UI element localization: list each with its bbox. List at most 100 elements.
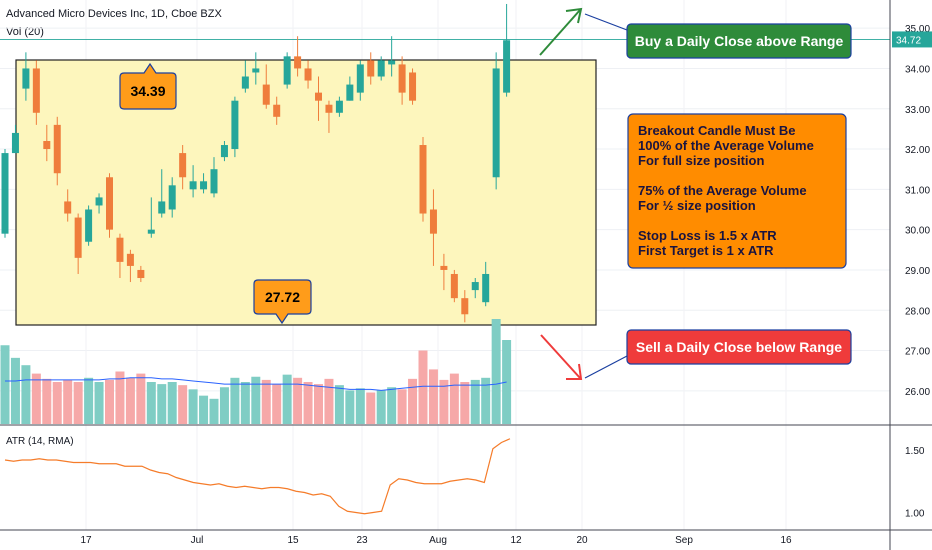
candle-body <box>262 84 270 105</box>
candle-body <box>147 229 155 234</box>
sell-signal-label: Sell a Daily Close below Range <box>636 339 842 355</box>
volume-bar <box>188 389 198 424</box>
price-tick-label: 27.00 <box>905 347 930 358</box>
volume-bar <box>42 378 52 424</box>
range-top-callout <box>119 62 177 110</box>
volume-bar <box>230 377 240 424</box>
price-tick-label: 30.00 <box>905 226 930 237</box>
candle-body <box>283 56 291 85</box>
volume-bar <box>303 382 313 424</box>
time-tick-label: 23 <box>356 535 368 546</box>
rules-line: 100% of the Average Volume <box>638 138 814 153</box>
buy-arrow-shaft <box>539 9 581 56</box>
volume-bar <box>63 379 73 424</box>
candle-body <box>168 185 176 210</box>
candle-body <box>356 64 364 93</box>
candle-body <box>22 68 30 89</box>
volume-bar <box>21 365 31 424</box>
candle-body <box>388 60 396 65</box>
sell-arrow-head <box>566 363 583 380</box>
candle-body <box>231 100 239 150</box>
volume-bar <box>387 387 397 424</box>
price-tick-label: 32.00 <box>905 145 930 156</box>
candle-body <box>116 237 124 262</box>
candle-body <box>471 282 479 291</box>
volume-bar <box>272 384 282 424</box>
rules-box <box>627 113 847 269</box>
candle-body <box>294 56 302 69</box>
rules-line: For full size position <box>638 153 764 168</box>
volume-bar <box>293 377 303 424</box>
candle-body <box>220 145 228 158</box>
buy-arrow-head <box>565 7 583 24</box>
time-tick-label: 15 <box>287 535 299 546</box>
candle-body <box>409 72 417 101</box>
rules-line: Stop Loss is 1.5 x ATR <box>638 228 777 243</box>
time-tick-label: 12 <box>510 535 522 546</box>
buy-connector <box>584 13 628 31</box>
volume-bar <box>94 382 104 424</box>
volume-bar <box>0 345 10 424</box>
volume-bar <box>10 357 20 424</box>
rules-line: Breakout Candle Must Be <box>638 123 795 138</box>
volume-bar <box>418 350 428 424</box>
volume-ma-line <box>5 377 507 391</box>
time-tick-label: 16 <box>780 535 792 546</box>
buy-signal-label: Buy a Daily Close above Range <box>635 33 844 49</box>
candle-body <box>419 145 427 214</box>
volume-pane <box>0 319 512 424</box>
candle-body <box>273 104 281 117</box>
volume-bar <box>31 373 41 424</box>
price-tick-label: 34.00 <box>905 64 930 75</box>
rules-line: First Target is 1 x ATR <box>638 243 774 258</box>
candle-body <box>95 197 103 206</box>
candle-body <box>492 68 500 178</box>
candles <box>1 3 511 323</box>
candle-body <box>189 181 197 190</box>
volume-bar <box>209 398 219 424</box>
volume-bar <box>449 373 459 424</box>
volume-bar <box>105 379 114 424</box>
volume-bar <box>460 382 470 424</box>
volume-bar <box>178 385 188 424</box>
volume-bar <box>199 395 209 424</box>
candle-body <box>325 104 333 113</box>
volume-bar <box>52 382 62 424</box>
price-tick-label: 26.00 <box>905 387 930 398</box>
chart-title: Advanced Micro Devices Inc, 1D, Cboe BZX <box>6 8 222 20</box>
candle-body <box>450 273 458 299</box>
buy-signal-box <box>626 23 852 59</box>
candle-body <box>377 60 385 77</box>
volume-bar <box>439 379 449 424</box>
volume-bar <box>376 390 386 424</box>
time-tick-label: 17 <box>80 535 92 546</box>
time-tick-label: Sep <box>675 535 693 546</box>
atr-tick-label: 1.00 <box>905 509 925 520</box>
price-tick-label: 29.00 <box>905 266 930 277</box>
candle-body <box>440 265 448 270</box>
volume-bar <box>355 388 365 424</box>
candle-body <box>43 140 51 150</box>
volume-bar <box>334 385 344 424</box>
volume-bar <box>470 379 480 424</box>
candle-body <box>179 153 187 178</box>
volume-bar <box>136 373 146 424</box>
rules-line: 75% of the Average Volume <box>638 183 807 198</box>
sell-signal-box <box>626 329 852 365</box>
volume-bar <box>428 369 438 424</box>
last-price-label: 34.72 <box>896 35 921 46</box>
volume-bar <box>219 387 229 424</box>
candle-body <box>74 217 82 258</box>
volume-label: Vol (20) <box>6 26 44 38</box>
volume-bar <box>491 319 501 424</box>
volume-bar <box>397 389 407 424</box>
candle-body <box>461 298 469 315</box>
candle-body <box>1 153 9 234</box>
candle-body <box>367 60 375 77</box>
candle-body <box>429 209 437 234</box>
candle-body <box>85 209 93 242</box>
volume-bar <box>125 377 135 424</box>
volume-bar <box>115 371 125 424</box>
volume-bar <box>157 384 167 424</box>
candle-body <box>210 169 218 194</box>
